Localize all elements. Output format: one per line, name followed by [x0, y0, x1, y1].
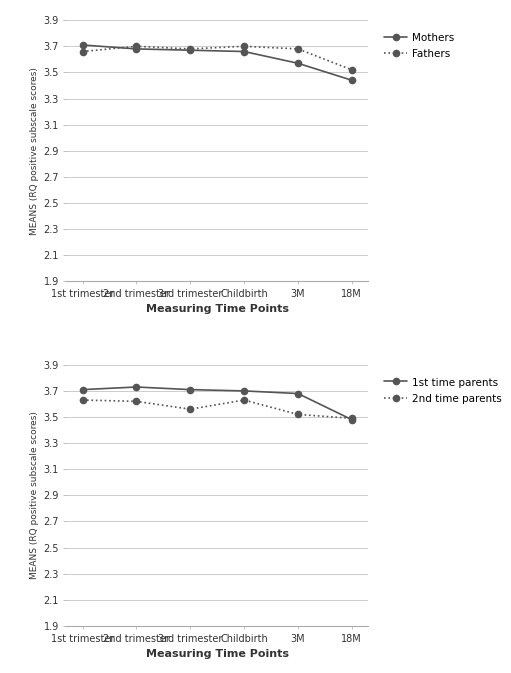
- Line: Mothers: Mothers: [79, 42, 355, 83]
- Line: Fathers: Fathers: [79, 43, 355, 73]
- Line: 2nd time parents: 2nd time parents: [79, 397, 355, 421]
- 1st time parents: [187, 386, 193, 394]
- 2nd time parents: [241, 396, 247, 404]
- Fathers: [295, 45, 301, 53]
- Mothers: [241, 48, 247, 56]
- 2nd time parents: [187, 405, 193, 413]
- Fathers: [349, 66, 355, 74]
- Fathers: [241, 42, 247, 50]
- Y-axis label: MEANS (RQ positive subscale scores): MEANS (RQ positive subscale scores): [30, 67, 39, 235]
- 1st time parents: [241, 387, 247, 395]
- Fathers: [187, 45, 193, 53]
- X-axis label: Measuring Time Points: Measuring Time Points: [146, 649, 289, 659]
- 1st time parents: [295, 390, 301, 398]
- Fathers: [80, 48, 86, 56]
- 2nd time parents: [295, 411, 301, 419]
- 2nd time parents: [80, 396, 86, 404]
- Mothers: [80, 41, 86, 49]
- 2nd time parents: [349, 415, 355, 423]
- 2nd time parents: [133, 397, 140, 405]
- Fathers: [133, 42, 140, 50]
- Line: 1st time parents: 1st time parents: [79, 384, 355, 423]
- Y-axis label: MEANS (RQ positive subscale scores): MEANS (RQ positive subscale scores): [30, 411, 39, 579]
- Mothers: [349, 76, 355, 84]
- X-axis label: Measuring Time Points: Measuring Time Points: [146, 304, 289, 314]
- Mothers: [187, 46, 193, 55]
- Mothers: [295, 59, 301, 67]
- 1st time parents: [349, 416, 355, 424]
- 1st time parents: [80, 386, 86, 394]
- Mothers: [133, 45, 140, 53]
- 1st time parents: [133, 383, 140, 391]
- Legend: Mothers, Fathers: Mothers, Fathers: [382, 30, 457, 61]
- Legend: 1st time parents, 2nd time parents: 1st time parents, 2nd time parents: [382, 376, 504, 406]
